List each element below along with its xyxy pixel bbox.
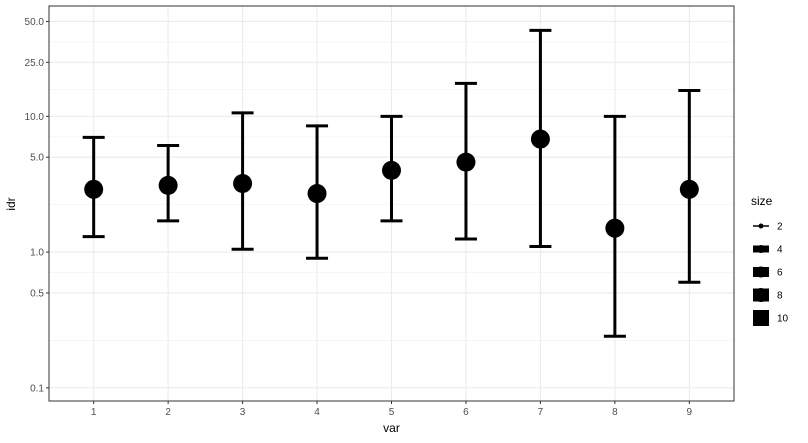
y-tick-label: 25.0 — [25, 58, 45, 69]
x-tick-label: 4 — [314, 407, 320, 418]
x-axis: 1 2 3 4 5 6 7 8 9 — [91, 401, 693, 418]
x-tick-label: 3 — [240, 407, 246, 418]
data-point — [382, 160, 401, 180]
legend-key-dot — [755, 266, 767, 278]
x-tick-label: 8 — [612, 407, 618, 418]
legend-label: 10 — [777, 314, 789, 325]
y-axis: 0.1 0.5 1.0 5.0 10.0 25.0 50.0 — [25, 17, 49, 394]
legend-key-dot — [758, 223, 764, 229]
legend-label: 6 — [777, 268, 783, 279]
x-axis-title: var — [383, 421, 400, 435]
x-tick-label: 9 — [687, 407, 693, 418]
data-point — [307, 184, 327, 204]
legend-label: 2 — [777, 222, 783, 233]
legend-label: 8 — [777, 291, 783, 302]
x-tick-label: 1 — [91, 407, 97, 418]
legend-key: 6 — [751, 261, 783, 283]
legend: size 2 4 6 8 10 — [751, 194, 789, 329]
data-point — [84, 179, 104, 199]
points — [84, 129, 699, 238]
y-tick-label: 1.0 — [30, 248, 44, 259]
x-tick-label: 7 — [538, 407, 544, 418]
data-point — [233, 174, 253, 194]
data-point — [158, 175, 178, 195]
y-tick-label: 5.0 — [30, 153, 44, 164]
y-tick-label: 10.0 — [25, 112, 45, 123]
y-tick-label: 50.0 — [25, 17, 45, 28]
legend-key-dot — [757, 245, 765, 253]
legend-key: 8 — [751, 284, 783, 306]
data-point — [456, 152, 476, 172]
x-tick-label: 6 — [463, 407, 469, 418]
legend-key-dot — [753, 310, 769, 326]
legend-key: 4 — [751, 238, 783, 260]
y-axis-title: idr — [4, 197, 18, 210]
x-tick-label: 2 — [165, 407, 171, 418]
legend-title: size — [751, 194, 773, 208]
legend-key-dot — [754, 288, 768, 302]
legend-key: 2 — [751, 215, 783, 237]
data-point — [679, 179, 699, 199]
legend-label: 4 — [777, 245, 783, 256]
x-tick-label: 5 — [389, 407, 395, 418]
legend-keys: 2 4 6 8 10 — [751, 215, 789, 329]
y-tick-label: 0.5 — [30, 288, 44, 299]
y-tick-label: 0.1 — [30, 383, 44, 394]
data-point — [605, 218, 625, 238]
legend-key: 10 — [751, 307, 789, 329]
data-point — [530, 129, 550, 149]
